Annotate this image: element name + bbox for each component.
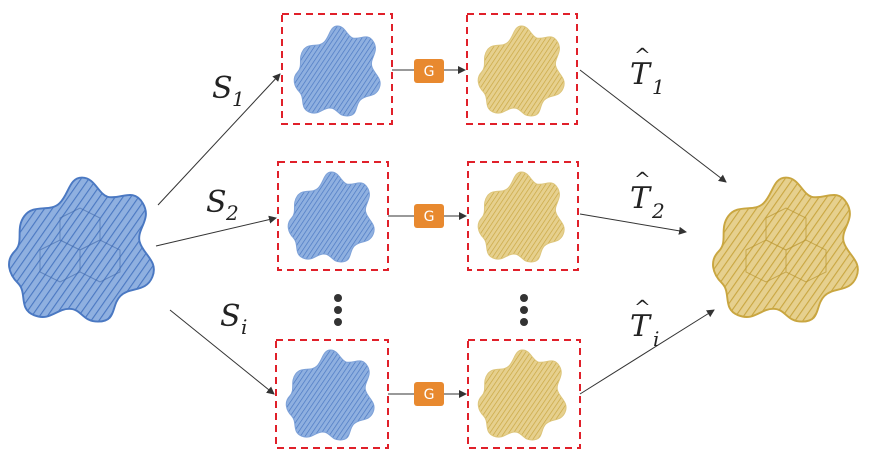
svg-text:T: T: [630, 57, 652, 92]
row-2-source-shape: [287, 171, 375, 263]
svg-text:S: S: [212, 71, 233, 106]
svg-text:2: 2: [225, 201, 239, 225]
row-i-g-block: [414, 382, 444, 406]
ellipsis-right-icon: [520, 294, 528, 326]
svg-text:T: T: [630, 309, 652, 344]
svg-text:S: S: [206, 185, 227, 220]
svg-text:i: i: [653, 327, 659, 351]
row-1-g-label: G: [424, 64, 435, 80]
svg-text:^: ^: [634, 43, 651, 67]
fanout-arrow-2: [155, 215, 277, 247]
svg-text:T: T: [630, 181, 652, 216]
ellipsis-left-icon: [334, 294, 342, 326]
row-i-source-shape: [285, 349, 375, 441]
row-1: G: [281, 13, 578, 125]
row-2-target-box: [467, 161, 579, 271]
input-shape: [8, 176, 155, 323]
row-i-target-shape: [477, 349, 567, 441]
svg-text:^: ^: [634, 295, 651, 319]
row-2: G: [277, 161, 579, 271]
row-2-target-shape: [477, 171, 565, 263]
fanout-arrow-1: [157, 73, 281, 206]
row-1-target-shape: [477, 25, 565, 117]
row-1-g-block: [414, 59, 444, 83]
svg-text:1: 1: [652, 75, 665, 99]
row-i: G: [275, 339, 581, 449]
row-1-source-shape: [293, 25, 381, 117]
label-ti: T ^ i: [630, 295, 659, 351]
svg-text:2: 2: [651, 199, 665, 223]
label-s2: S 2: [206, 185, 239, 225]
row-i-target-box: [467, 339, 581, 449]
row-2-g-label: G: [424, 209, 435, 225]
label-t1: T ^ 1: [630, 43, 665, 99]
svg-text:^: ^: [634, 167, 651, 191]
label-s1: S 1: [212, 71, 245, 111]
row-i-source-box: [275, 339, 389, 449]
label-t2: T ^ 2: [630, 167, 665, 223]
row-2-g-block: [414, 204, 444, 228]
row-i-g-label: G: [424, 387, 435, 403]
fanout-arrow-i: [169, 309, 275, 395]
row-1-target-box: [466, 13, 578, 125]
svg-text:S: S: [220, 299, 241, 334]
row-1-source-box: [281, 13, 393, 125]
fanin-arrow-1: [579, 69, 727, 183]
fanin-arrow-2: [579, 213, 687, 235]
fanin-arrow-i: [579, 309, 715, 395]
output-shape: [712, 176, 859, 323]
label-si: S i: [220, 299, 247, 339]
row-2-source-box: [277, 161, 389, 271]
svg-text:1: 1: [232, 87, 245, 111]
svg-text:i: i: [241, 315, 247, 339]
